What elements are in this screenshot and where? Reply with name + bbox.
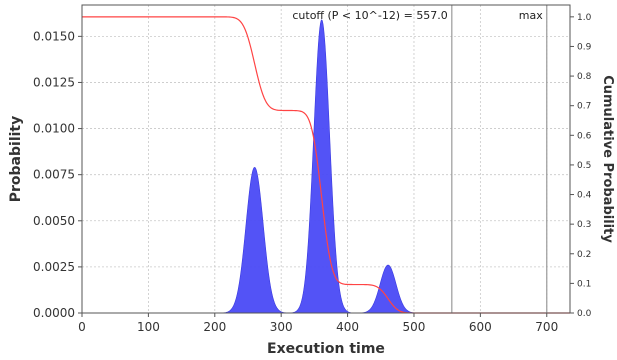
x-tick-label: 400	[336, 320, 359, 334]
x-axis-title: Execution time	[267, 341, 385, 357]
y-right-tick-label: 0.7	[577, 102, 591, 112]
y-right-tick-label: 0.5	[577, 161, 591, 171]
y-left-tick-label: 0.0125	[33, 75, 75, 89]
max-label: max	[519, 9, 543, 22]
probability-area	[214, 19, 428, 314]
y-left-tick-label: 0.0025	[33, 260, 75, 274]
y-left-ticks: 0.0000 0.0025 0.0050 0.0075 0.0100 0.0125 0.01…	[33, 29, 82, 320]
x-tick-label: 200	[203, 320, 226, 334]
y-right-tick-label: 0.6	[577, 131, 592, 141]
y-left-tick-label: 0.0000	[33, 306, 75, 320]
y-right-axis-title: Cumulative Probability	[600, 75, 615, 243]
y-left-tick-label: 0.0100	[33, 122, 75, 136]
x-tick-label: 300	[270, 320, 293, 334]
y-right-tick-label: 0.2	[577, 250, 591, 260]
x-tick-label: 500	[403, 320, 426, 334]
y-right-tick-label: 0.4	[577, 191, 592, 201]
plot-border	[81, 4, 571, 314]
x-tick-label: 0	[78, 320, 86, 334]
y-right-tick-label: 0.3	[577, 220, 591, 230]
x-tick-label: 100	[137, 320, 160, 334]
y-left-tick-label: 0.0050	[33, 214, 75, 228]
y-left-axis-title: Probability	[8, 116, 24, 203]
y-right-ticks: 0.0 0.1 0.2 0.3 0.4 0.5 0.6 0.7 0.8 0.9 1.0	[570, 13, 592, 319]
x-axis-ticks: 0 100 200 300 400 500 600 700	[78, 313, 558, 334]
x-tick-label: 600	[469, 320, 492, 334]
vertical-lines: cutoff (P < 10^-12) = 557.0 max	[292, 5, 548, 313]
x-tick-label: 700	[535, 320, 558, 334]
cutoff-label: cutoff (P < 10^-12) = 557.0	[292, 9, 447, 22]
y-left-tick-label: 0.0150	[33, 29, 75, 43]
y-right-tick-label: 0.9	[577, 42, 592, 52]
y-left-tick-label: 0.0075	[33, 168, 75, 182]
y-right-tick-label: 0.0	[577, 309, 592, 319]
y-right-tick-label: 0.1	[577, 279, 591, 289]
y-right-tick-label: 0.8	[577, 72, 592, 82]
y-right-tick-label: 1.0	[577, 13, 592, 23]
